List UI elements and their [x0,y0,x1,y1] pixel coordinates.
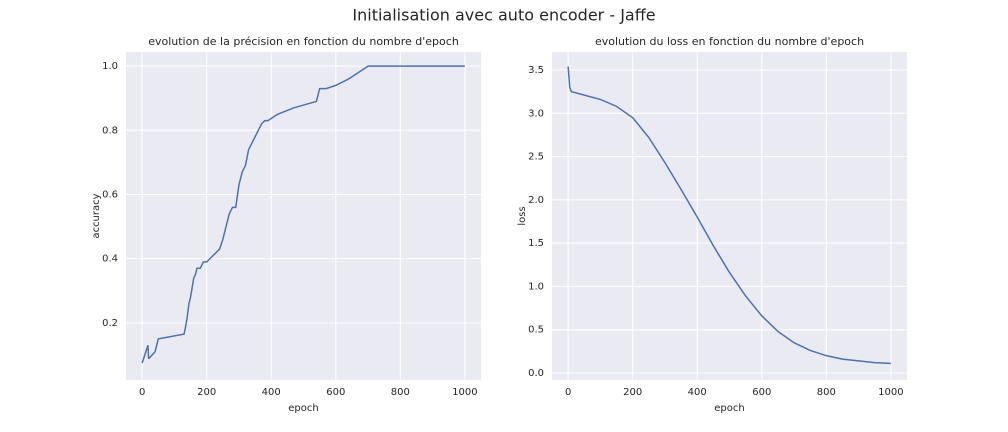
x-tick-label: 200 [197,387,216,398]
y-tick-label: 1.0 [528,281,544,292]
y-tick-label: 0.0 [528,368,544,379]
figure-title: Initialisation avec auto encoder - Jaffe [352,6,655,25]
line [567,66,891,365]
y-tick-label: 0.4 [102,254,118,265]
x-tick-label: 800 [817,387,836,398]
y-tick-label: 3.5 [528,65,544,76]
x-tick-label: 600 [752,387,771,398]
x-axis-label: epoch [714,403,744,414]
y-axis-label: loss [517,206,528,225]
y-tick-label: 2.0 [528,195,544,206]
chart-title: evolution de la précision en fonction du… [148,35,459,48]
y-tick-label: 1.5 [528,238,544,249]
x-tick-label: 0 [139,387,145,398]
plot-area [126,52,481,380]
x-axis-label: epoch [288,403,318,414]
x-tick-label: 200 [623,387,642,398]
y-tick-label: 3.0 [528,108,544,119]
x-tick-label: 1000 [452,387,477,398]
plot-area [552,52,907,380]
y-tick-label: 1.0 [102,61,118,72]
y-tick-label: 0.6 [102,189,118,200]
y-tick-label: 0.5 [528,325,544,336]
y-tick-label: 0.2 [102,318,118,329]
y-tick-label: 2.5 [528,152,544,163]
line [141,65,465,364]
chart-title: evolution du loss en fonction du nombre … [595,35,864,48]
y-axis-label: accuracy [91,193,102,238]
x-tick-label: 400 [688,387,707,398]
x-tick-label: 400 [262,387,281,398]
x-tick-label: 600 [326,387,345,398]
y-tick-label: 0.8 [102,125,118,136]
x-tick-label: 1000 [878,387,903,398]
x-tick-label: 800 [391,387,410,398]
x-tick-label: 0 [565,387,571,398]
